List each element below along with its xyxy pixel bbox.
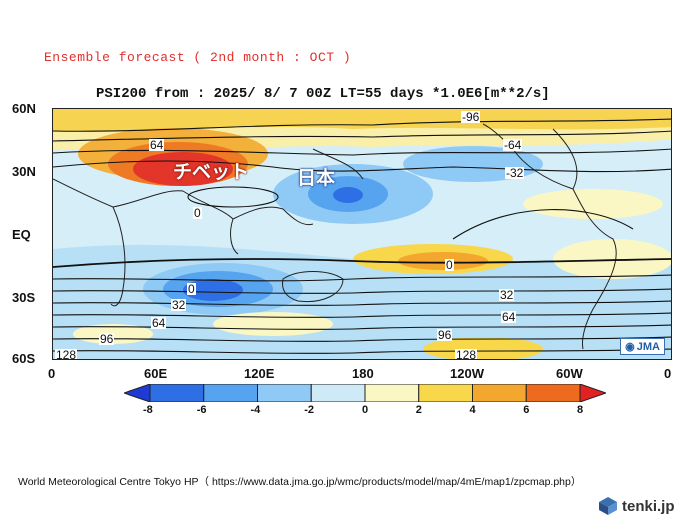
lat-label-60n: 60N: [12, 101, 36, 116]
contour-label: 64: [149, 138, 165, 152]
colorbar-segment: [472, 384, 527, 402]
contour-label: 32: [171, 298, 187, 312]
colorbar-segment: [418, 384, 473, 402]
contour-label: 128: [55, 348, 78, 360]
contour-label: -96: [461, 110, 481, 124]
colorbar-tick-label: 6: [523, 404, 530, 416]
colorbar-tick-label: -2: [304, 404, 315, 416]
contour-label: -64: [503, 138, 523, 152]
psi200-map: 64 -96 -64 -32 0 0 0 32 32 64 64 96 96 1…: [52, 108, 672, 360]
colorbar-segment: [149, 384, 205, 402]
contour-label: 64: [501, 310, 517, 324]
lat-label-30n: 30N: [12, 164, 36, 179]
jma-logo: ◉ JMA: [620, 338, 665, 355]
contour-label: 0: [445, 258, 454, 272]
contour-label: 64: [151, 316, 167, 330]
colorbar: [124, 384, 606, 402]
contour-label: 0: [193, 206, 202, 220]
colorbar-tick-label: 0: [362, 404, 369, 416]
lon-label-60e: 60E: [144, 366, 168, 381]
contour-label: -32: [505, 166, 525, 180]
colorbar-tick-label: -6: [196, 404, 207, 416]
jma-logo-text: JMA: [636, 340, 660, 353]
colorbar-segment: [579, 384, 606, 402]
colorbar-tick-label: 4: [469, 404, 476, 416]
lon-label-0: 0: [48, 366, 56, 381]
source-credit: World Meteorological Centre Tokyo HP（ ht…: [18, 476, 582, 488]
colorbar-segment: [364, 384, 420, 402]
lon-label-60w: 60W: [556, 366, 583, 381]
japan-annotation: 日本: [297, 168, 336, 189]
lat-label-eq: EQ: [12, 227, 31, 242]
tenki-cube-icon: [599, 497, 617, 515]
colorbar-segment: [257, 384, 312, 402]
map-shading: [53, 109, 671, 359]
tenki-brand: tenki.jp: [598, 496, 675, 516]
lon-label-120w: 120W: [450, 366, 484, 381]
lat-label-30s: 30S: [12, 290, 36, 305]
colorbar-tick-label: -8: [143, 404, 153, 416]
map-title: PSI200 from : 2025/ 8/ 7 00Z LT=55 days …: [96, 86, 550, 102]
lon-label-120e: 120E: [244, 366, 275, 381]
contour-label: 96: [99, 332, 115, 346]
colorbar-tick-label: 2: [415, 404, 422, 416]
lon-label-0-end: 0: [664, 366, 672, 381]
tibet-annotation: チベット: [173, 162, 250, 183]
colorbar-segment: [525, 384, 581, 402]
colorbar-segment: [124, 384, 151, 402]
colorbar-segment: [203, 384, 258, 402]
contour-label: 0: [187, 282, 196, 296]
lat-label-60s: 60S: [12, 351, 36, 366]
contour-label: 32: [499, 288, 515, 302]
forecast-header: Ensemble forecast ( 2nd month : OCT ): [44, 50, 352, 65]
colorbar-tick-label: 8: [577, 404, 584, 416]
colorbar-tick-label: -4: [250, 404, 261, 416]
tenki-brand-text: tenki.jp: [622, 497, 675, 515]
colorbar-segment: [310, 384, 366, 402]
contour-label: 96: [437, 328, 453, 342]
contour-label: 128: [455, 348, 478, 360]
jma-logo-icon: ◉: [625, 341, 635, 353]
lon-label-180: 180: [352, 366, 374, 381]
